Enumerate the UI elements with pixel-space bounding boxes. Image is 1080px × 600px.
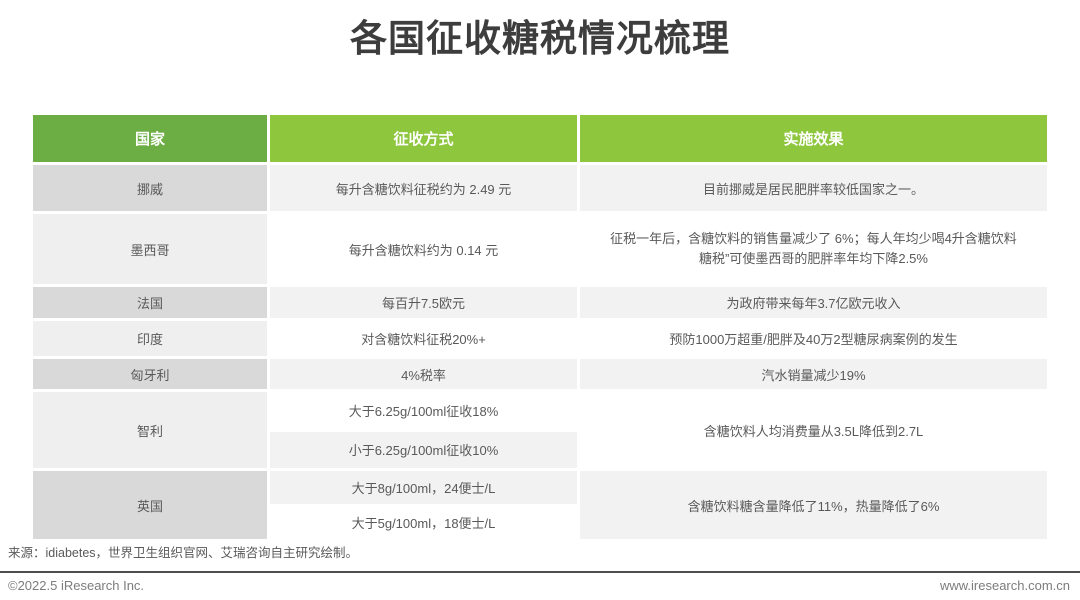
method-cell: 每百升7.5欧元 [270,287,577,318]
table-row-france: 法国 每百升7.5欧元 为政府带来每年3.7亿欧元收入 [33,287,1047,318]
sugar-tax-table: 国家 征收方式 实施效果 挪威 每升含糖饮料征税约为 2.49 元 目前挪威是居… [33,115,1047,539]
header-cell-effect: 实施效果 [580,115,1047,162]
table-header-row: 国家 征收方式 实施效果 [33,115,1047,162]
method-cell: 对含糖饮料征税20%+ [270,321,577,356]
method-cell: 4%税率 [270,359,577,389]
country-cell: 英国 [33,471,267,539]
effect-line: 糖税”可使墨西哥的肥胖率年均下降2.5% [699,251,928,266]
country-cell: 挪威 [33,165,267,211]
country-cell: 匈牙利 [33,359,267,389]
method-subcell: 大于5g/100ml，18便士/L [270,506,577,539]
table-row-chile: 智利 大于6.25g/100ml征收18% 小于6.25g/100ml征收10%… [33,392,1047,468]
effect-cell: 目前挪威是居民肥胖率较低国家之一。 [580,165,1047,211]
table-row-mexico: 墨西哥 每升含糖饮料约为 0.14 元 征税一年后，含糖饮料的销售量减少了 6%… [33,214,1047,284]
page-title: 各国征收糖税情况梳理 [350,18,730,59]
footer-divider [0,571,1080,573]
country-cell: 法国 [33,287,267,318]
table-row-norway: 挪威 每升含糖饮料征税约为 2.49 元 目前挪威是居民肥胖率较低国家之一。 [33,165,1047,211]
header-cell-method: 征收方式 [270,115,577,162]
country-cell: 墨西哥 [33,214,267,284]
method-cell: 每升含糖饮料征税约为 2.49 元 [270,165,577,211]
method-cell-group: 大于6.25g/100ml征收18% 小于6.25g/100ml征收10% [270,392,577,468]
effect-cell: 为政府带来每年3.7亿欧元收入 [580,287,1047,318]
method-cell-group: 大于8g/100ml，24便士/L 大于5g/100ml，18便士/L [270,471,577,539]
country-cell: 智利 [33,392,267,468]
table-row-india: 印度 对含糖饮料征税20%+ 预防1000万超重/肥胖及40万2型糖尿病案例的发… [33,321,1047,356]
table-row-hungary: 匈牙利 4%税率 汽水销量减少19% [33,359,1047,389]
footer: ©2022.5 iResearch Inc. www.iresearch.com… [8,578,1070,593]
effect-cell: 汽水销量减少19% [580,359,1047,389]
method-subcell: 大于6.25g/100ml征收18% [270,392,577,429]
header-cell-country: 国家 [33,115,267,162]
copyright-text: ©2022.5 iResearch Inc. [8,578,145,593]
effect-line: 征税一年后，含糖饮料的销售量减少了 6%；每人年均少喝4升含糖饮料 [610,230,1017,246]
effect-cell: 预防1000万超重/肥胖及40万2型糖尿病案例的发生 [580,321,1047,356]
effect-cell: 征税一年后，含糖饮料的销售量减少了 6%；每人年均少喝4升含糖饮料 糖税”可使墨… [580,214,1047,284]
website-text: www.iresearch.com.cn [939,578,1070,593]
effect-cell: 含糖饮料糖含量降低了11%，热量降低了6% [580,471,1047,539]
method-subcell: 大于8g/100ml，24便士/L [270,471,577,504]
method-subcell: 小于6.25g/100ml征收10% [270,431,577,468]
effect-cell: 含糖饮料人均消费量从3.5L降低到2.7L [580,392,1047,468]
source-note: 来源：idiabetes，世界卫生组织官网、艾瑞咨询自主研究绘制。 [8,546,359,560]
table-row-uk: 英国 大于8g/100ml，24便士/L 大于5g/100ml，18便士/L 含… [33,471,1047,539]
method-cell: 每升含糖饮料约为 0.14 元 [270,214,577,284]
country-cell: 印度 [33,321,267,356]
